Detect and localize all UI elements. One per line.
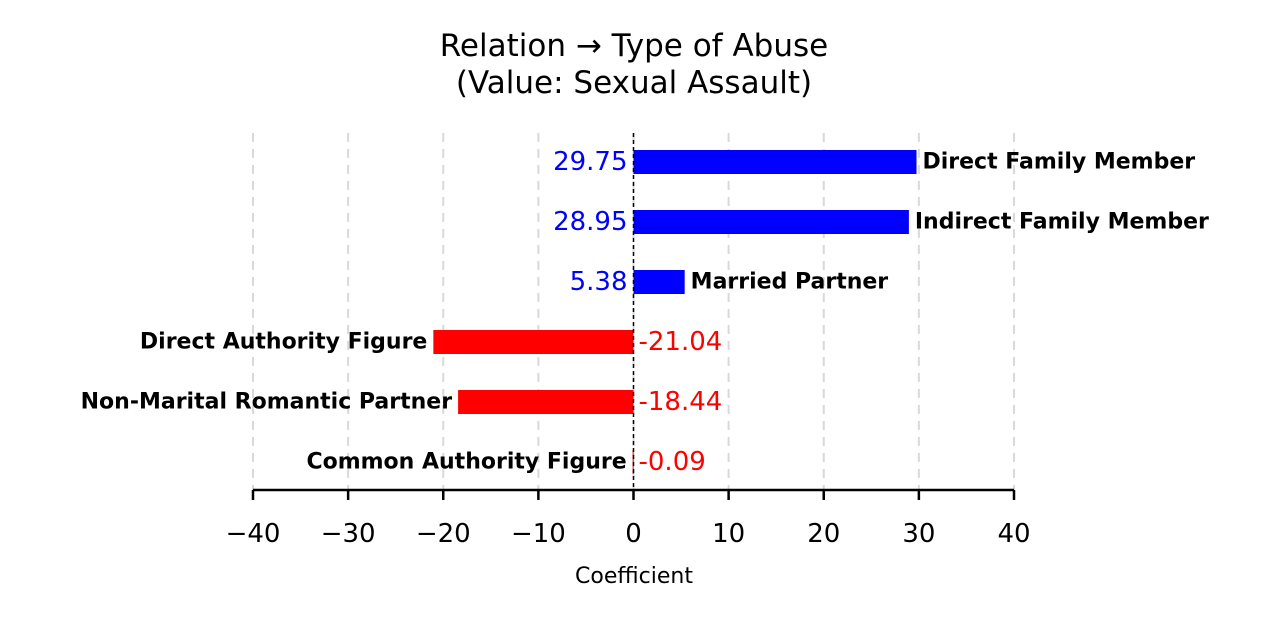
- bars: [433, 150, 917, 474]
- x-tick-label-0: −40: [226, 519, 281, 549]
- x-tick-label-8: 40: [997, 519, 1030, 549]
- x-tick-label-5: 10: [712, 519, 745, 549]
- category-label-1: Indirect Family Member: [915, 210, 1209, 235]
- x-tick-label-2: −20: [416, 519, 471, 549]
- category-label-5: Common Authority Figure: [306, 450, 626, 475]
- category-label-3: Direct Authority Figure: [140, 330, 427, 355]
- category-label-0: Direct Family Member: [922, 150, 1195, 175]
- value-label-2: 5.38: [570, 267, 628, 297]
- x-tick-label-1: −30: [321, 519, 376, 549]
- x-tick-label-6: 20: [807, 519, 840, 549]
- bar-2: [633, 270, 685, 294]
- value-label-4: -18.44: [639, 387, 723, 417]
- bar-labels: Direct Family Member 29.75 Indirect Family…: [81, 147, 1209, 477]
- x-axis: −40 −30 −20 −10 0 10 20 30 40: [226, 488, 1031, 549]
- category-label-4: Non-Marital Romantic Partner: [81, 390, 453, 415]
- category-label-2: Married Partner: [691, 270, 889, 295]
- chart-title: Relation → Type of Abuse: [440, 28, 828, 64]
- bar-3: [433, 330, 634, 354]
- x-axis-label: Coefficient: [575, 564, 693, 589]
- x-tick-label-4: 0: [625, 519, 642, 549]
- value-label-1: 28.95: [553, 207, 627, 237]
- bar-4: [458, 390, 634, 414]
- chart-subtitle: (Value: Sexual Assault): [456, 65, 812, 101]
- bar-0: [633, 150, 917, 174]
- x-tick-label-3: −10: [511, 519, 566, 549]
- x-tick-label-7: 30: [902, 519, 935, 549]
- value-label-3: -21.04: [639, 327, 723, 357]
- value-label-5: -0.09: [639, 447, 706, 477]
- bar-1: [633, 210, 909, 234]
- value-label-0: 29.75: [553, 147, 627, 177]
